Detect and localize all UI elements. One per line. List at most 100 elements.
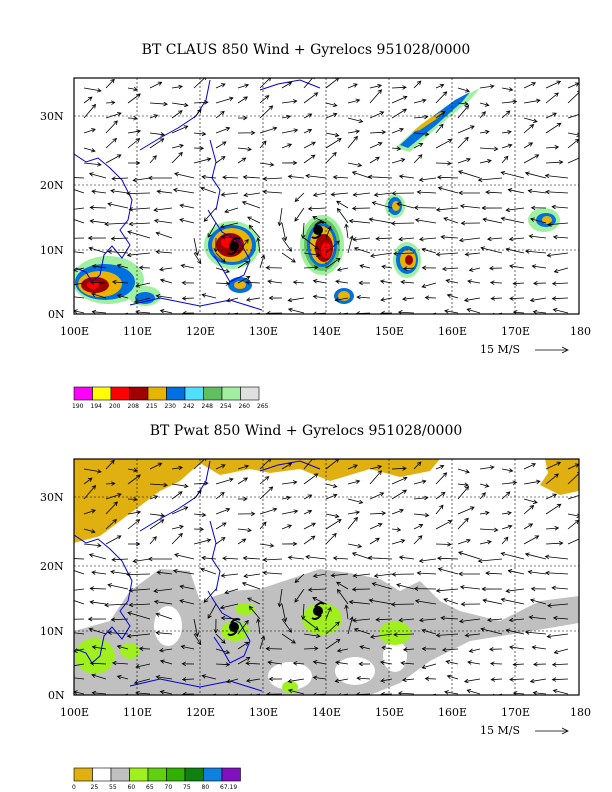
wind-arrow: [500, 551, 525, 560]
wind-arrow: [83, 543, 102, 548]
wind-arrow: [523, 117, 538, 123]
wind-arrow: [215, 281, 231, 286]
wind-arrow: [88, 553, 107, 560]
wind-arrow: [171, 125, 189, 134]
wind-arrow: [553, 648, 569, 655]
colorbar-label: 80: [202, 784, 210, 791]
wind-arrow: [248, 224, 261, 239]
wind-arrow: [242, 555, 261, 561]
wind-arrow: [325, 151, 337, 164]
wind-arrow: [201, 174, 217, 180]
wind-arrow: [155, 630, 173, 636]
colorbar-label: 25: [91, 784, 99, 791]
wind-arrow: [413, 524, 424, 530]
wind-arrow: [215, 252, 226, 263]
wind-arrow: [509, 264, 525, 269]
wind-arrow: [402, 266, 415, 271]
wind-arrow: [523, 505, 535, 515]
wind-arrow: [325, 240, 340, 254]
wind-arrow: [369, 464, 383, 470]
wind-arrow: [501, 129, 512, 135]
wind-arrow: [303, 646, 319, 651]
wind-arrow: [181, 280, 195, 286]
wind-arrow: [509, 677, 525, 682]
wind-arrow: [347, 479, 361, 485]
colorbar-label: 65: [146, 784, 154, 791]
wind-arrow: [553, 267, 569, 274]
wind-arrow: [220, 192, 239, 197]
wind-arrow: [287, 678, 305, 684]
wind-arrow: [243, 192, 261, 198]
wind-arrow: [347, 98, 361, 104]
x-tick-label: 160E: [438, 706, 467, 719]
y-tick-label: 30N: [40, 110, 64, 123]
wind-arrow: [529, 297, 547, 303]
wind-arrow: [437, 186, 459, 194]
wind-arrow: [268, 295, 283, 301]
wind-arrow: [567, 114, 579, 119]
wind-arrow: [501, 110, 511, 119]
wind-arrow: [266, 310, 283, 314]
wind-arrow: [193, 618, 200, 638]
wind-arrow: [265, 265, 283, 270]
wind-arrow: [256, 237, 261, 254]
wind-arrow: [116, 263, 129, 269]
wind-arrow: [413, 479, 427, 485]
wind-arrow: [351, 206, 371, 211]
wind-arrow: [551, 296, 569, 301]
wind-arrow: [237, 477, 249, 485]
wind-arrow: [547, 222, 569, 227]
wind-arrow: [435, 504, 444, 515]
wind-arrow: [171, 102, 189, 108]
wind-arrow: [479, 539, 492, 545]
wind-arrow: [171, 465, 184, 471]
wind-arrow: [457, 170, 481, 179]
wind-arrow: [237, 511, 256, 517]
wind-arrow: [545, 112, 557, 119]
panel2-title: BT Pwat 850 Wind + Gyrelocs 951028/0000: [149, 423, 463, 439]
wind-arrow: [91, 309, 107, 314]
wind-arrow: [325, 532, 337, 545]
wind-arrow: [182, 691, 195, 695]
colorbar-swatch: [203, 386, 223, 401]
wind-arrow: [110, 569, 129, 575]
wind-arrow: [213, 618, 219, 634]
colorbar-label: 208: [128, 403, 140, 410]
wind-arrow: [133, 678, 151, 685]
wind-arrow: [330, 192, 349, 197]
wind-arrow: [369, 89, 383, 104]
wind-arrow: [509, 645, 525, 650]
wind-arrow: [105, 518, 118, 530]
wind-arrow: [545, 145, 560, 150]
wind-arrow: [105, 154, 122, 164]
y-tick-label: 0N: [48, 308, 65, 321]
wind-arrow: [413, 143, 424, 149]
wind-arrow: [532, 309, 547, 314]
wind-arrow: [348, 599, 371, 605]
wind-arrow: [457, 551, 481, 560]
wind-arrow: [200, 186, 217, 194]
wind-arrow: [391, 476, 408, 485]
wind-arrow: [479, 527, 499, 533]
wind-arrow: [237, 96, 249, 104]
wind-arrow: [149, 462, 163, 470]
wind-arrow: [421, 628, 437, 635]
wind-arrow: [247, 216, 261, 224]
x-tick-label: 170E: [501, 706, 530, 719]
wind-arrow: [479, 465, 495, 470]
wind-arrow: [135, 663, 151, 669]
wind-arrow: [457, 517, 469, 530]
wind-arrow: [347, 464, 358, 470]
wind-arrow: [567, 513, 579, 519]
wind-arrow: [256, 618, 261, 635]
wind-arrow: [105, 481, 116, 486]
wind-vectors: [74, 78, 579, 314]
wind-arrow: [303, 92, 319, 104]
colorbar-swatch: [184, 767, 204, 782]
wind-arrow: [509, 296, 525, 301]
colorbar: 0 25 55 60 65 70 75 80 67.19: [72, 767, 241, 791]
wind-arrow: [440, 234, 459, 240]
wind-arrow: [83, 468, 102, 474]
wind-arrow: [74, 648, 85, 653]
y-tick-label: 20N: [40, 560, 64, 573]
